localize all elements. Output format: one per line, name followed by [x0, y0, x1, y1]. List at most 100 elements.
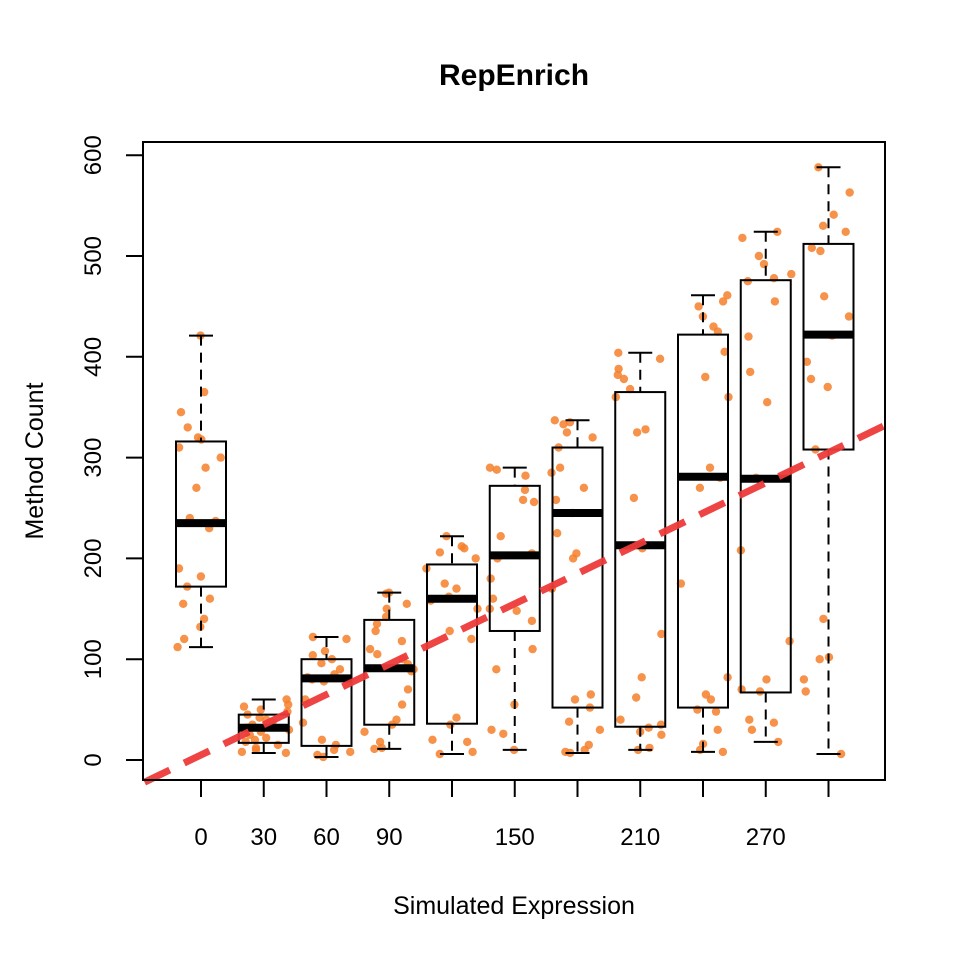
y-axis: 0 100 200 300 400 500 600 [80, 135, 144, 767]
data-point [317, 735, 327, 744]
data-point [463, 737, 472, 747]
data-point [711, 707, 721, 716]
data-point [745, 715, 754, 724]
data-point [527, 616, 537, 626]
data-point [720, 347, 729, 356]
data-point [613, 370, 622, 380]
data-point [468, 747, 477, 757]
data-point [802, 357, 812, 366]
x-tick-label: 270 [746, 824, 786, 851]
data-point [564, 717, 574, 726]
data-point [487, 725, 496, 734]
data-point [452, 584, 461, 593]
data-point [655, 354, 665, 363]
data-point [841, 227, 850, 236]
box-body [175, 440, 227, 588]
data-point [570, 695, 580, 704]
data-point [785, 636, 794, 646]
x-tick-label: 30 [250, 824, 277, 851]
data-point [713, 725, 722, 734]
data-point [377, 743, 386, 753]
data-point [492, 465, 501, 474]
x-tick-label: 60 [313, 824, 340, 851]
data-point [402, 599, 411, 608]
data-point [196, 572, 206, 581]
data-point [180, 634, 189, 644]
x-axis: 0 30 60 90 150 210 270 [194, 779, 830, 851]
trend-line [143, 419, 893, 786]
x-tick-label: 90 [376, 824, 403, 851]
data-point [308, 651, 317, 660]
x-tick-label: 0 [194, 824, 207, 851]
data-point [629, 493, 639, 503]
data-point [342, 634, 351, 644]
box-body [739, 279, 792, 694]
data-point [759, 259, 769, 269]
data-point [192, 483, 201, 492]
data-point [819, 614, 828, 624]
data-point [452, 713, 461, 722]
data-point [551, 495, 561, 505]
data-point [435, 749, 444, 759]
data-point [529, 497, 539, 507]
data-point [550, 416, 559, 425]
data-point [371, 626, 380, 636]
data-point [237, 747, 247, 757]
data-point [632, 693, 641, 702]
x-axis-label: Simulated Expression [393, 892, 635, 920]
data-point [183, 423, 192, 432]
data-point [632, 428, 642, 437]
data-point [201, 463, 210, 472]
data-point [460, 544, 469, 553]
x-tick-label: 150 [495, 824, 535, 851]
data-point [471, 554, 480, 563]
data-point [200, 387, 209, 397]
data-point [205, 594, 215, 603]
data-point [397, 636, 407, 646]
data-point [706, 695, 716, 704]
data-point [428, 735, 437, 744]
data-point [770, 297, 780, 306]
data-point [173, 642, 182, 652]
data-point [637, 673, 646, 682]
data-point [619, 374, 629, 384]
box-body [551, 446, 604, 709]
y-tick-label: 100 [80, 639, 107, 679]
data-point [521, 471, 530, 480]
data-point [281, 748, 291, 758]
data-point [762, 675, 771, 684]
data-point [823, 382, 832, 392]
trend-layer [143, 419, 893, 786]
y-tick-label: 500 [80, 236, 107, 276]
data-point [769, 718, 779, 727]
data-point [435, 548, 445, 557]
data-point [799, 675, 809, 684]
data-point [718, 297, 728, 306]
data-point [586, 690, 595, 699]
data-point [807, 243, 816, 253]
data-point [298, 718, 308, 727]
data-point [360, 727, 369, 736]
y-tick-label: 200 [80, 538, 107, 578]
data-point [559, 420, 568, 429]
data-point [518, 495, 528, 505]
box-body [677, 333, 729, 709]
chart-title: RepEnrich [439, 59, 589, 92]
data-point [641, 425, 650, 434]
x-tick-label: 210 [620, 824, 660, 851]
data-point [718, 747, 728, 757]
data-point [836, 749, 846, 759]
data-point [372, 619, 382, 629]
y-tick-label: 300 [80, 438, 107, 478]
data-point [553, 529, 562, 538]
data-point [346, 747, 355, 757]
data-point [320, 646, 330, 656]
data-point [844, 312, 854, 321]
data-point [370, 744, 379, 754]
data-point [284, 700, 293, 709]
data-point [616, 715, 625, 724]
data-point [695, 483, 705, 492]
box-body [614, 391, 667, 728]
data-point [815, 655, 824, 664]
